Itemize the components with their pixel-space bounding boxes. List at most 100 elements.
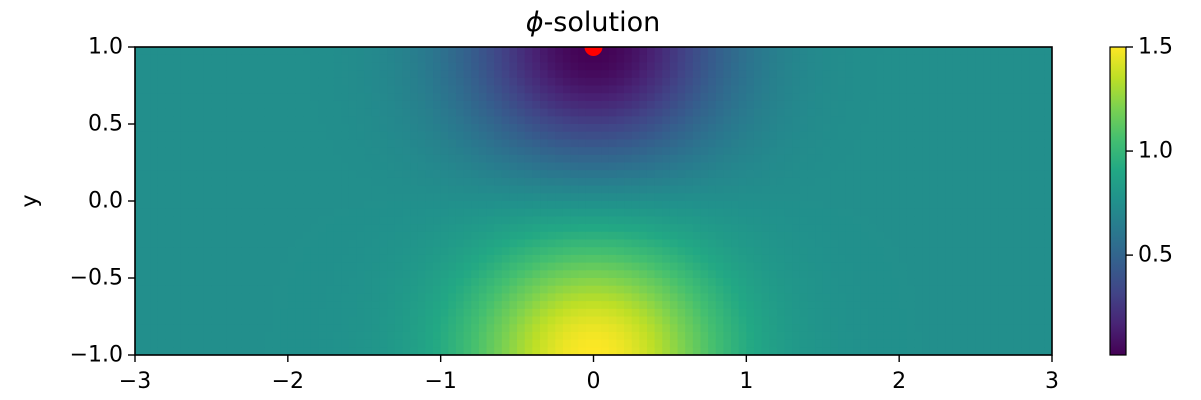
heatmap-cell [838,301,847,310]
heatmap-cell [838,93,847,102]
heatmap-cell [364,100,373,110]
heatmap-cell [960,62,969,71]
heatmap-cell [731,208,740,217]
heatmap-cell [860,100,870,110]
heatmap-cell [402,247,411,256]
heatmap-cell [157,339,167,348]
heatmap-cell [310,324,319,333]
heatmap-cell [287,70,297,79]
heatmap-cell [478,170,488,179]
heatmap-cell [241,231,251,241]
heatmap-cell [1036,262,1045,271]
heatmap-cell [799,100,809,110]
heatmap-cell [241,139,251,148]
heatmap-cell [654,347,663,355]
heatmap-cell [387,177,396,187]
heatmap-cell [838,77,847,87]
heatmap-cell [364,162,373,171]
heatmap-cell [555,170,564,179]
heatmap-cell [280,185,289,194]
heatmap-cell [922,316,931,325]
heatmap-cell [876,177,885,187]
heatmap-cell [410,262,419,271]
heatmap-cell [646,162,656,171]
heatmap-cell [364,331,373,341]
heatmap-cell [677,116,686,125]
heatmap-cell [990,185,1000,194]
heatmap-cell [990,131,1000,140]
heatmap-cell [807,308,816,318]
heatmap-cell [1044,47,1052,56]
heatmap-cell [960,170,969,179]
heatmap-cell [578,177,587,187]
heatmap-cell [241,170,251,179]
heatmap-cell [135,162,144,171]
heatmap-cell [769,224,778,233]
heatmap-cell [486,224,495,233]
heatmap-cell [662,285,671,294]
heatmap-cell [562,293,572,302]
heatmap-cell [983,54,992,63]
heatmap-cell [807,231,816,241]
heatmap-cell [746,124,755,133]
heatmap-cell [1006,224,1015,233]
heatmap-cell [876,293,885,302]
heatmap-cell [241,347,251,355]
heatmap-cell [815,316,824,325]
heatmap-cell [471,116,480,125]
heatmap-cell [326,293,335,302]
heatmap-cell [249,254,258,264]
heatmap-cell [570,116,579,125]
heatmap-cell [387,131,396,140]
heatmap-cell [662,139,671,148]
heatmap-cell [669,254,679,264]
heatmap-cell [211,85,220,94]
heatmap-cell [219,70,228,79]
heatmap-cell [776,93,786,102]
heatmap-cell [356,70,365,79]
heatmap-cell [570,201,579,210]
heatmap-cell [616,316,625,325]
heatmap-cell [211,316,220,325]
heatmap-cell [738,331,747,341]
heatmap-cell [601,185,610,194]
heatmap-cell [914,231,923,241]
heatmap-cell [746,185,755,194]
heatmap-cell [310,85,319,94]
heatmap-cell [669,77,679,87]
heatmap-cell [685,100,694,110]
heatmap-cell [425,201,434,210]
heatmap-cell [624,77,633,87]
heatmap-cell [945,285,954,294]
heatmap-cell [532,324,541,333]
heatmap-cell [792,93,801,102]
heatmap-cell [387,70,396,79]
heatmap-cell [731,201,740,210]
heatmap-cell [807,162,816,171]
heatmap-cell [876,285,885,294]
heatmap-cell [929,108,938,117]
heatmap-cell [394,162,404,171]
heatmap-cell [990,108,1000,117]
heatmap-cell [700,116,709,125]
heatmap-cell [868,247,877,256]
heatmap-cell [960,77,969,87]
heatmap-cell [165,293,174,302]
heatmap-cell [211,162,220,171]
heatmap-cell [524,262,533,271]
heatmap-cell [394,70,404,79]
heatmap-cell [509,239,518,248]
heatmap-cell [173,339,182,348]
heatmap-cell [249,278,258,287]
heatmap-cell [990,85,1000,94]
heatmap-cell [135,270,144,279]
heatmap-cell [601,201,610,210]
heatmap-cell [455,239,465,248]
heatmap-cell [967,308,977,318]
heatmap-cell [815,270,824,279]
heatmap-cell [348,262,358,271]
heatmap-cell [914,70,923,79]
heatmap-cell [226,316,235,325]
heatmap-cell [1021,93,1030,102]
heatmap-cell [364,124,373,133]
